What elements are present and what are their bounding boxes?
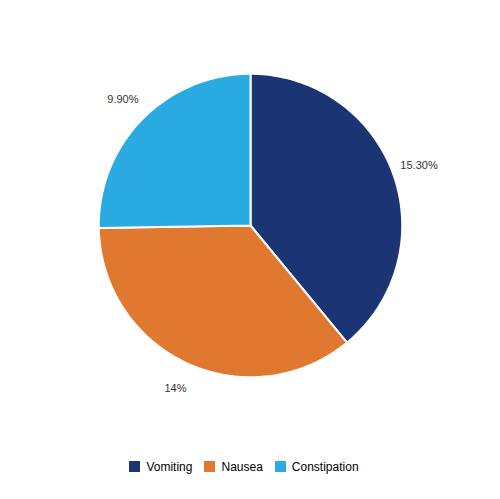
- html-text:Vomiting: Vomiting: [146, 459, 193, 474]
- html-text:Constipation: Constipation: [291, 459, 359, 474]
- svg-text:9.90%: 9.90%: [107, 93, 138, 105]
- html-text:Nausea: Nausea: [221, 459, 263, 474]
- svg-text:14%: 14%: [164, 382, 186, 394]
- svg-text:15.30%: 15.30%: [400, 159, 438, 171]
